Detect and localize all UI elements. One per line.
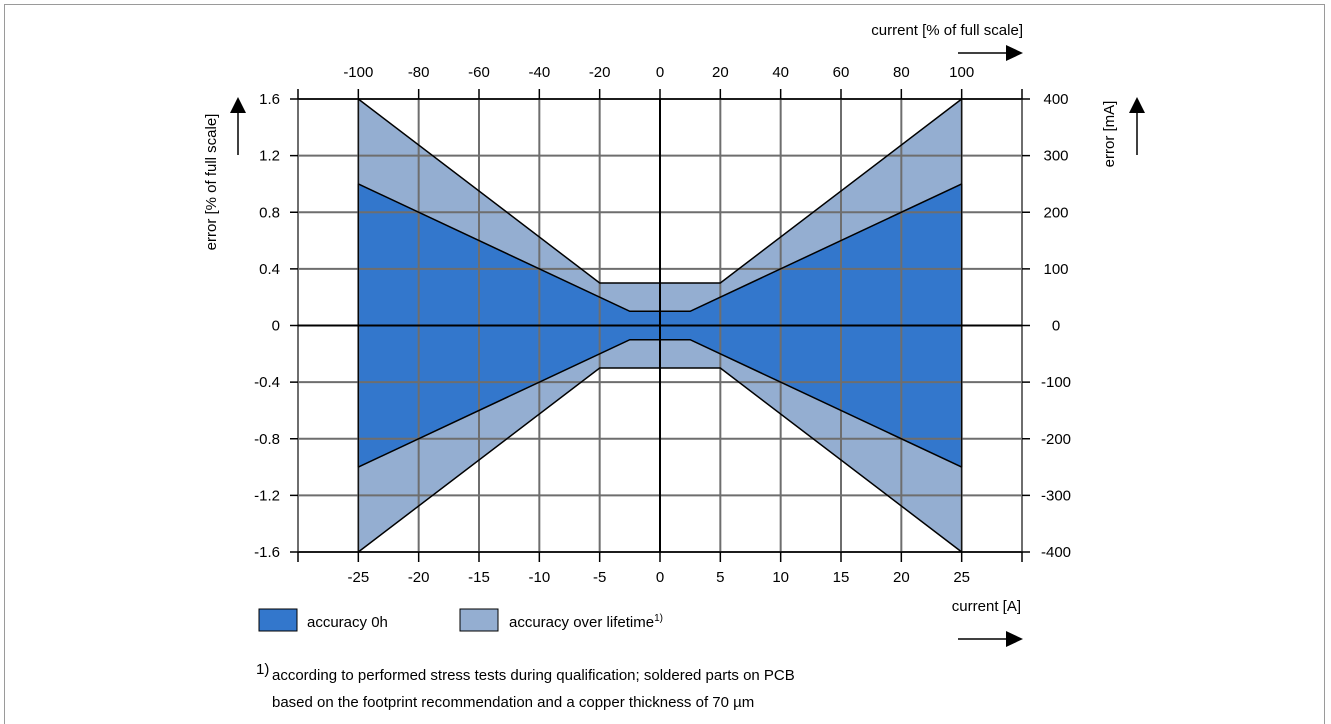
x-tick-label-bottom: 5 (716, 569, 724, 586)
legend-swatch-accuracy-lifetime (459, 608, 499, 632)
x-tick-label-top: 20 (712, 64, 729, 81)
footnote-mark: 1) (256, 661, 269, 678)
x-tick-label-top: -20 (589, 64, 611, 81)
y-tick-label-left: 0.8 (259, 204, 280, 221)
footnote-line-2: based on the footprint recommendation an… (272, 694, 754, 711)
footnote-line-1: according to performed stress tests duri… (272, 667, 795, 684)
x-tick-label-top: 0 (656, 64, 664, 81)
y-tick-label-left: -1.2 (254, 487, 280, 504)
y-tick-label-right: -100 (1041, 374, 1071, 391)
legend-item-accuracy-lifetime: accuracy over lifetime1) (459, 608, 663, 632)
legend-item-accuracy-0h: accuracy 0h (258, 608, 388, 632)
y-tick-label-right: 0 (1052, 318, 1060, 335)
right-axis-arrow (1129, 97, 1145, 155)
x-tick-label-bottom: -5 (593, 569, 606, 586)
x-tick-label-top: -40 (528, 64, 550, 81)
legend-label-accuracy-lifetime: accuracy over lifetime1) (509, 613, 663, 631)
top-axis-arrow (958, 45, 1023, 61)
y-tick-label-left: -0.4 (254, 374, 280, 391)
y-tick-label-right: -400 (1041, 544, 1071, 561)
y-tick-label-right: 100 (1043, 261, 1068, 278)
y-tick-label-left: 0 (272, 318, 280, 335)
footnote: 1) according to performed stress tests d… (256, 661, 795, 711)
y-tick-label-right: 400 (1043, 91, 1068, 108)
y-tick-label-right: 300 (1043, 148, 1068, 165)
x-tick-label-top: 100 (949, 64, 974, 81)
axes-layer (290, 89, 1030, 562)
tick-labels-layer: -25-100-20-80-15-60-10-40-5-200052010401… (254, 64, 1071, 586)
left-axis-label: error [% of full scale] (203, 114, 220, 251)
x-tick-label-bottom: 15 (833, 569, 850, 586)
x-tick-label-top: 80 (893, 64, 910, 81)
figure-frame (4, 4, 1325, 724)
y-tick-label-left: 1.6 (259, 91, 280, 108)
x-tick-label-bottom: 10 (772, 569, 789, 586)
legend: accuracy 0h accuracy over lifetime1) (258, 608, 663, 632)
y-tick-label-right: 200 (1043, 204, 1068, 221)
x-tick-label-top: -80 (408, 64, 430, 81)
x-tick-label-bottom: 25 (953, 569, 970, 586)
legend-label-accuracy-0h: accuracy 0h (307, 614, 388, 631)
y-tick-label-right: -200 (1041, 431, 1071, 448)
bottom-axis-arrow (958, 631, 1023, 647)
x-tick-label-bottom: -25 (347, 569, 369, 586)
x-tick-label-top: 60 (833, 64, 850, 81)
x-tick-label-bottom: -10 (528, 569, 550, 586)
y-tick-label-left: 1.2 (259, 148, 280, 165)
x-tick-label-bottom: 20 (893, 569, 910, 586)
x-tick-label-bottom: -20 (408, 569, 430, 586)
x-tick-label-top: 40 (772, 64, 789, 81)
x-tick-label-top: -100 (343, 64, 373, 81)
x-tick-label-top: -60 (468, 64, 490, 81)
y-tick-label-left: -1.6 (254, 544, 280, 561)
y-tick-label-left: -0.8 (254, 431, 280, 448)
bottom-axis-label: current [A] (952, 598, 1021, 615)
x-tick-label-bottom: 0 (656, 569, 664, 586)
right-axis-label: error [mA] (1101, 101, 1118, 168)
legend-swatch-accuracy-0h (258, 608, 298, 632)
y-tick-label-right: -300 (1041, 487, 1071, 504)
top-axis-label: current [% of full scale] (871, 22, 1023, 39)
y-tick-label-left: 0.4 (259, 261, 280, 278)
left-axis-arrow (230, 97, 246, 155)
x-tick-label-bottom: -15 (468, 569, 490, 586)
